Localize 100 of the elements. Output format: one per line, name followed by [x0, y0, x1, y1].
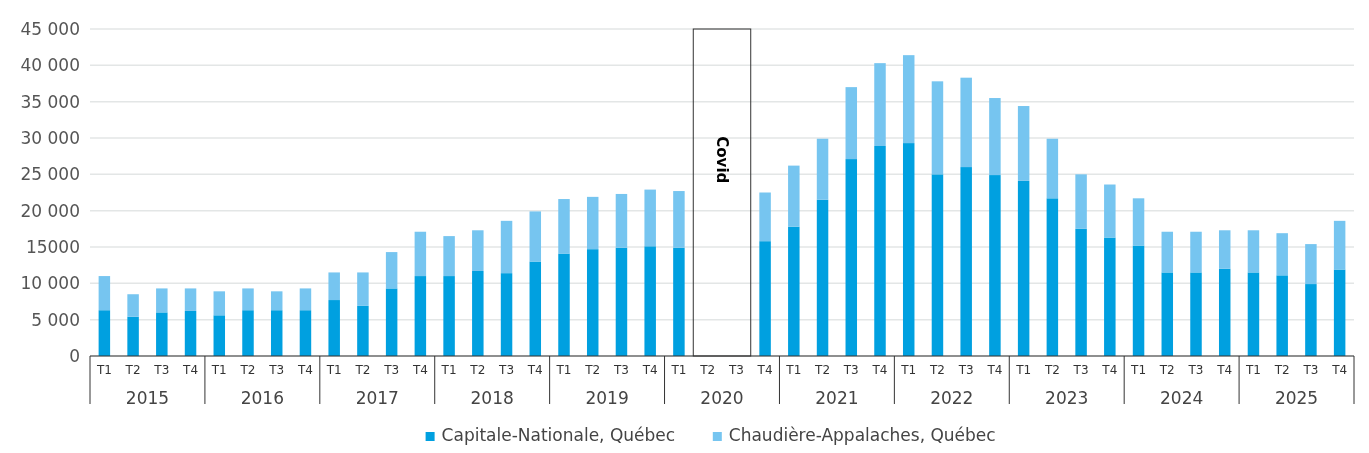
x-tick-label: T3 — [268, 363, 285, 377]
bar — [270, 310, 283, 356]
bar — [1161, 231, 1174, 273]
text: 2016 — [240, 388, 284, 408]
bar — [1247, 230, 1260, 273]
y-tick-label: 40 000 — [20, 55, 80, 76]
x-tick-label: T4 — [411, 363, 428, 377]
x-tick-label: T2 — [124, 363, 141, 377]
bar — [874, 63, 886, 146]
y-tick-label: 15000 — [25, 236, 80, 257]
bar — [586, 196, 599, 250]
x-tick-label: T2 — [584, 363, 601, 377]
bar — [1333, 220, 1346, 270]
bar — [673, 191, 685, 248]
x-tick-label: T1 — [1015, 363, 1032, 377]
x-tick-label: T1 — [900, 363, 917, 377]
bar — [213, 291, 226, 316]
x-tick-label: T2 — [928, 363, 945, 377]
x-tick-label: T1 — [1244, 363, 1261, 377]
bar — [1190, 272, 1202, 356]
x-tick-label: T3 — [1302, 363, 1319, 377]
x-tick-label: T3 — [1187, 363, 1204, 377]
bar — [586, 249, 599, 356]
bar — [1218, 230, 1231, 269]
x-tick-label: T4 — [756, 363, 773, 377]
legend-label: Capitale-Nationale, Québec — [441, 425, 676, 445]
x-tick-label: T2 — [699, 363, 716, 377]
x-tick-label: T2 — [1043, 363, 1060, 377]
y-tick-label: 35 000 — [20, 91, 80, 112]
text: 2024 — [1160, 388, 1204, 408]
bar — [500, 273, 513, 356]
bar — [127, 294, 139, 317]
text: 2015 — [125, 388, 170, 408]
x-tick-label: T4 — [1331, 363, 1348, 377]
bar — [156, 312, 168, 356]
bar — [931, 81, 944, 175]
x-tick-label: T4 — [1216, 363, 1233, 377]
bar — [845, 159, 858, 356]
bar — [1017, 180, 1030, 356]
x-tick-label: T2 — [1273, 363, 1290, 377]
bar — [788, 226, 800, 356]
bar — [1305, 244, 1317, 285]
text: 2019 — [585, 388, 629, 408]
x-tick-label: T2 — [814, 363, 831, 377]
bar — [1075, 174, 1087, 229]
bar — [989, 98, 1001, 176]
x-tick-label: T1 — [670, 363, 687, 377]
x-tick-label: T3 — [498, 363, 515, 377]
bar — [299, 288, 312, 311]
bar — [1161, 272, 1174, 356]
bar — [529, 211, 542, 262]
bar — [644, 246, 656, 356]
bar — [443, 236, 455, 277]
bar — [673, 247, 685, 356]
text: 2020 — [700, 388, 744, 408]
y-tick-label: 5 000 — [31, 309, 80, 330]
y-tick-label: 45 000 — [20, 18, 80, 39]
x-tick-label: T2 — [469, 363, 486, 377]
y-tick-label: 30 000 — [20, 127, 80, 148]
x-tick-label: T1 — [210, 363, 227, 377]
bar — [443, 276, 455, 356]
bar — [816, 138, 829, 200]
bar — [1046, 198, 1059, 356]
bar — [1075, 228, 1087, 356]
x-tick-label: T2 — [239, 363, 256, 377]
y-tick-label: 0 — [69, 345, 80, 366]
x-tick-label: T3 — [727, 363, 744, 377]
bar — [385, 288, 398, 356]
text: 2022 — [930, 388, 974, 408]
bar — [759, 192, 771, 242]
bar — [1276, 233, 1288, 276]
bar — [615, 193, 628, 248]
bar — [960, 77, 972, 168]
text: 2018 — [470, 388, 514, 408]
x-tick-label: T4 — [182, 363, 199, 377]
bar — [1104, 237, 1116, 356]
x-tick-label: T4 — [1101, 363, 1118, 377]
bar — [558, 253, 570, 356]
bar — [902, 55, 915, 144]
bar — [529, 261, 542, 356]
x-tick-label: T3 — [842, 363, 859, 377]
bar — [1218, 268, 1231, 356]
bar — [931, 174, 944, 356]
bar — [299, 310, 312, 356]
bar — [1333, 269, 1346, 356]
bar — [127, 316, 139, 356]
bar — [1190, 231, 1202, 273]
bar — [184, 288, 197, 311]
bar — [414, 276, 427, 356]
x-tick-label: T4 — [986, 363, 1003, 377]
bar — [242, 288, 254, 311]
bar — [414, 231, 427, 277]
bar — [385, 252, 398, 289]
bar — [1017, 106, 1030, 181]
bar — [644, 189, 656, 247]
text: 2025 — [1274, 388, 1319, 408]
legend-label: Chaudière-Appalaches, Québec — [728, 425, 996, 445]
bar — [1305, 284, 1317, 356]
x-tick-label: T3 — [153, 363, 170, 377]
bar — [1104, 184, 1116, 238]
